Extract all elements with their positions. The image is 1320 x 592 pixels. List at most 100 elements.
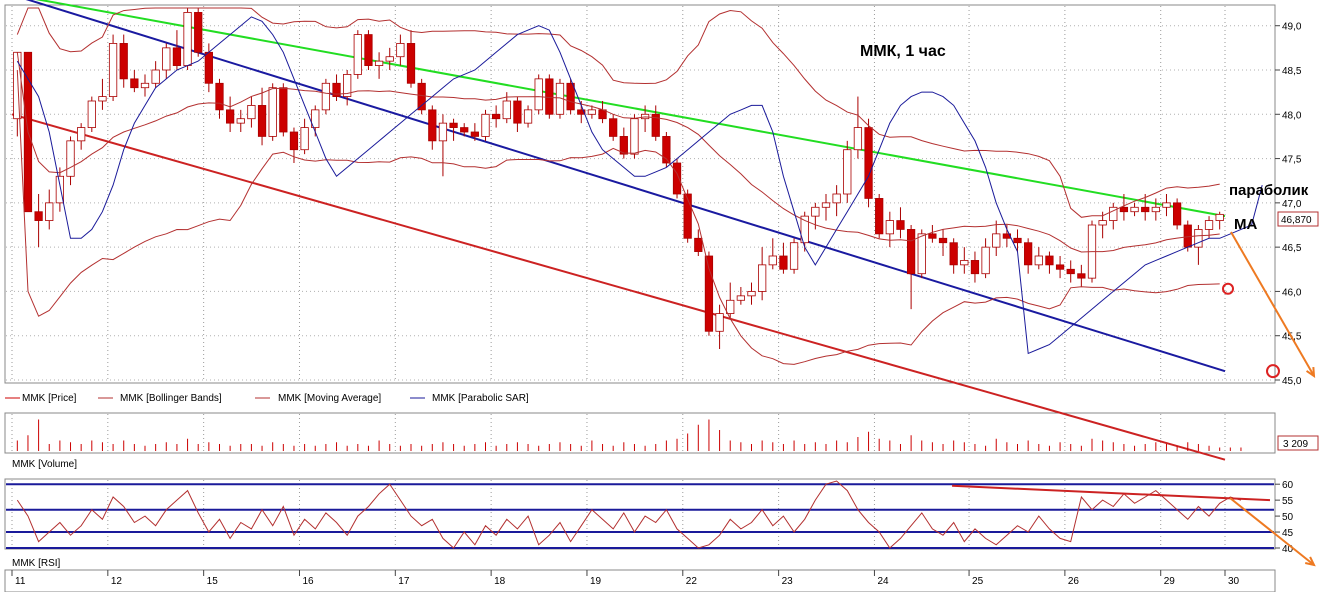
candle-body [864,127,873,199]
candle-body [385,56,394,62]
candle-body [747,291,756,297]
candle-body [183,12,192,66]
candle-body [587,109,597,115]
candle-body [523,109,533,124]
candle-body [1066,268,1075,275]
candle-body [949,242,958,266]
x-tick-label: 22 [686,576,698,587]
x-tick-label: 26 [1068,576,1080,587]
candle-body [672,162,682,195]
candle-body [906,229,916,275]
indicator-overlays [16,7,1263,365]
candle-body [577,109,586,115]
forecast-arrow-price-head [1305,366,1316,378]
y-tick-label: 49,0 [1282,22,1302,33]
candle-body [970,260,980,275]
candle-body [545,78,554,115]
candle-body [981,246,990,275]
candle-body [343,74,352,97]
rsi-tick-label: 55 [1282,496,1294,507]
x-tick-label: 17 [398,576,410,587]
candle-body [66,140,75,177]
last-volume-label: 3 209 [1283,439,1308,450]
volume-label: MMK [Volume] [12,459,77,470]
rsi-tick-label: 45 [1282,528,1294,539]
annotation-parabolic: параболик [1229,182,1309,199]
candle-body [853,127,863,151]
x-tick-label: 25 [972,576,984,587]
last-price-badge [1277,211,1319,227]
candle-body [460,127,469,133]
candle-body [492,113,501,120]
candle-body [832,193,841,204]
candle-body [566,82,575,111]
bollinger-lower-line [16,69,1220,365]
forecast-arrow-rsi-head [1305,556,1316,567]
candle-body [651,113,660,137]
candle-body [289,131,299,151]
candle-body [194,12,203,53]
candle-body [279,87,288,133]
candle-body [406,43,416,84]
trend-lines [11,0,1226,461]
candle-body [928,233,937,239]
candle-body [1215,213,1224,221]
candle-body [311,109,320,128]
candle-body [226,109,235,124]
moving-average-line [16,52,1220,253]
x-tick-label: 15 [207,576,219,587]
candle-body [938,237,948,244]
chart-title: ММК, 1 час [860,43,946,60]
last-volume-badge [1277,435,1319,451]
candle-body [683,193,692,239]
candle-body [1119,206,1129,213]
parabolic-sar-line [16,16,1263,355]
candle-body [45,202,54,221]
candle-body [34,211,43,221]
candle-body [470,131,479,137]
candle-body [374,60,384,66]
candle-body [151,69,160,84]
candle-body [736,295,745,301]
candle-body [55,175,65,204]
trend-line-green [35,0,1226,218]
candle-body [1034,255,1043,266]
candle-body [1204,220,1214,230]
candle-body [609,118,618,137]
candle-body [1013,237,1022,244]
candle-body [449,122,458,128]
candle-body [481,113,490,137]
candle-body [513,100,522,124]
candle-body [917,233,926,275]
candle-body [13,51,22,120]
rsi-trend-line [952,484,1271,502]
candle-body [800,215,809,244]
last-price-label: 46,870 [1281,215,1312,226]
candle-body [119,43,128,80]
candle-body [768,255,777,266]
candle-body [215,82,224,111]
candle-body [1055,264,1065,270]
target-circle-channel [1266,364,1280,379]
candle-body [172,47,182,66]
rsi-tick-label: 60 [1282,480,1294,491]
rsi-tick-label: 50 [1282,512,1294,523]
y-tick-label: 45,0 [1282,376,1302,387]
rsi-line [16,480,1242,549]
legend-price: MMK [Price] [22,393,77,404]
candle-body [77,127,86,142]
candle-body [162,47,171,71]
candle-body [1024,242,1033,266]
candle-body [130,78,139,89]
candle-body [417,82,426,111]
y-tick-label: 48,0 [1282,110,1302,121]
x-tick-label: 24 [877,576,889,587]
y-tick-label: 48,5 [1282,66,1302,77]
x-tick-label: 18 [494,576,506,587]
candle-body [396,43,405,58]
candle-body [789,242,799,270]
candle-body [1151,206,1160,213]
candle-body [843,149,852,195]
candle-body [502,100,511,120]
x-tick-label: 30 [1228,576,1240,587]
